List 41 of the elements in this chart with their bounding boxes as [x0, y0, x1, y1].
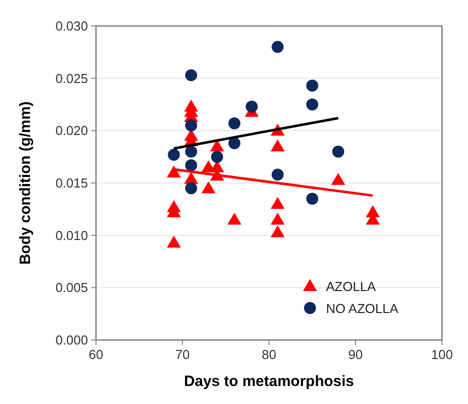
point [306, 98, 318, 110]
y-tick-label: 0.010 [55, 228, 88, 243]
legend-label: AZOLLA [326, 279, 376, 294]
point [270, 225, 285, 238]
legend-label: NO AZOLLA [326, 301, 399, 316]
point [166, 166, 181, 178]
point [270, 196, 285, 209]
y-tick-label: 0.030 [55, 18, 88, 34]
y-tick-label: 0.000 [55, 332, 88, 348]
point [270, 139, 285, 152]
point [331, 172, 346, 185]
x-tick-label: 70 [175, 347, 190, 362]
y-tick-label: 0.025 [55, 70, 88, 86]
x-tick-label: 90 [348, 347, 363, 362]
x-tick-label: 100 [431, 347, 453, 362]
point [185, 69, 198, 82]
y-tick-label: 0.005 [55, 280, 88, 296]
point [185, 159, 198, 172]
point [228, 117, 240, 130]
point [185, 182, 198, 194]
point [306, 192, 318, 205]
y-tick-label: 0.015 [55, 176, 88, 190]
point [227, 212, 242, 225]
x-axis-title: Days to metamorphosis [184, 373, 354, 390]
y-tick-label: 0.020 [55, 123, 88, 138]
point [185, 146, 198, 158]
point [228, 137, 240, 150]
point [246, 100, 258, 113]
point [211, 150, 224, 163]
point [306, 80, 318, 92]
x-tick-label: 60 [88, 347, 104, 362]
point [332, 146, 344, 158]
point [201, 181, 216, 194]
point [272, 40, 284, 53]
x-tick-label: 80 [262, 347, 276, 362]
y-axis-title: Body condition (g/mm) [17, 101, 34, 265]
point [166, 236, 181, 248]
point [272, 168, 284, 181]
point [185, 119, 198, 132]
point [270, 212, 285, 225]
point [168, 148, 180, 161]
